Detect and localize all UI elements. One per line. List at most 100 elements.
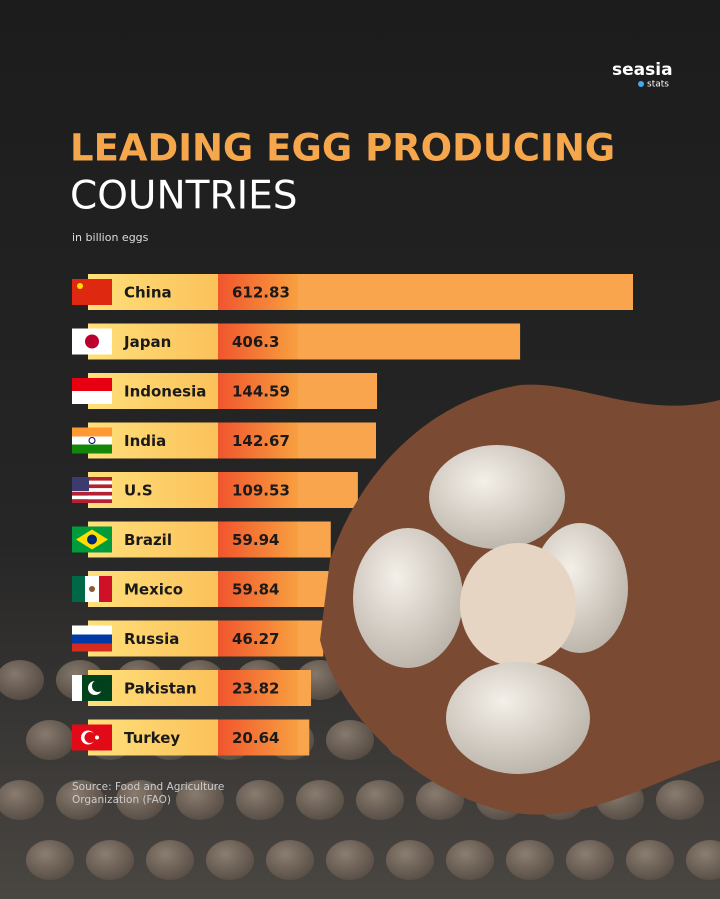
brand-name: seasia xyxy=(612,60,673,80)
flag xyxy=(72,675,112,701)
category-label: Turkey xyxy=(124,729,180,747)
flag xyxy=(72,279,112,305)
flag xyxy=(72,625,112,635)
bg-egg xyxy=(446,840,494,880)
value-box xyxy=(218,274,298,310)
flag xyxy=(89,586,95,592)
bg-egg xyxy=(386,840,434,880)
flag xyxy=(72,634,112,644)
flag xyxy=(72,480,112,485)
brand-dot xyxy=(638,81,644,87)
bars: 612.83 China 406.3 Japan 144.59 Indonesia 142.… xyxy=(72,274,633,756)
value-label: 23.82 xyxy=(232,680,279,698)
bar xyxy=(298,670,312,706)
value-label: 142.67 xyxy=(232,432,290,450)
value-box xyxy=(218,373,298,409)
value-label: 59.84 xyxy=(232,581,279,599)
bar xyxy=(298,323,521,360)
bar xyxy=(298,521,331,558)
bg-egg xyxy=(26,720,74,760)
value-box xyxy=(218,521,298,558)
flag xyxy=(72,625,112,652)
flag xyxy=(72,491,112,496)
value-box xyxy=(218,422,298,459)
bg-egg xyxy=(356,780,404,820)
value-label: 612.83 xyxy=(232,284,290,302)
category-label: Russia xyxy=(124,630,179,648)
bg-egg xyxy=(116,780,164,820)
flag xyxy=(72,576,112,602)
value-label: 406.3 xyxy=(232,333,279,351)
flag xyxy=(72,477,112,481)
bg-egg xyxy=(506,840,554,880)
bg-egg xyxy=(296,780,344,820)
flag xyxy=(72,724,112,751)
flag xyxy=(87,534,97,545)
bg-egg xyxy=(326,840,374,880)
category-label: China xyxy=(124,284,172,302)
source: Source: Food and Agriculture xyxy=(72,781,224,793)
flag xyxy=(72,484,112,489)
flag xyxy=(72,279,112,305)
flag xyxy=(72,427,112,454)
flag xyxy=(72,643,112,652)
category-label: Japan xyxy=(123,333,171,351)
value-box xyxy=(218,472,298,508)
bg-egg xyxy=(566,840,614,880)
value-box xyxy=(218,571,298,607)
value-label: 109.53 xyxy=(232,482,290,500)
value-box xyxy=(218,620,298,657)
flag xyxy=(72,477,89,491)
bar xyxy=(298,620,324,657)
category-label: Indonesia xyxy=(124,383,206,401)
flag xyxy=(72,328,112,355)
flag xyxy=(92,680,104,692)
chart-title-line2: COUNTRIES xyxy=(70,174,297,219)
flag xyxy=(72,675,82,701)
bg-egg xyxy=(176,780,224,820)
flag xyxy=(72,526,112,553)
value-label: 59.94 xyxy=(232,531,279,549)
value-box xyxy=(218,670,298,706)
bg-egg xyxy=(266,840,314,880)
bg-egg xyxy=(326,720,374,760)
value-label: 144.59 xyxy=(232,383,290,401)
brand-tag: stats xyxy=(647,80,669,90)
bg-egg xyxy=(236,780,284,820)
flag xyxy=(72,488,112,492)
bar xyxy=(298,274,633,310)
category-label: Mexico xyxy=(124,581,183,599)
flag xyxy=(72,378,112,404)
bg-egg xyxy=(626,840,674,880)
flag xyxy=(72,499,112,504)
chart-title: LEADING EGG PRODUCING xyxy=(70,127,615,170)
bar xyxy=(298,373,378,409)
value-label: 20.64 xyxy=(232,729,279,747)
category-label: Pakistan xyxy=(124,680,197,698)
value-box xyxy=(218,719,298,756)
bg-egg xyxy=(656,780,704,820)
category-label: Brazil xyxy=(124,531,172,549)
hands-with-eggs xyxy=(320,384,720,815)
value-label: 46.27 xyxy=(232,630,279,648)
bg-egg xyxy=(206,840,254,880)
flag xyxy=(84,732,96,743)
flag xyxy=(72,427,112,437)
flag xyxy=(72,477,112,504)
flag xyxy=(72,444,112,454)
flag xyxy=(72,576,85,602)
flag xyxy=(77,283,83,289)
flag xyxy=(88,437,96,444)
bg-egg xyxy=(0,780,44,820)
bar xyxy=(298,719,310,756)
value-box xyxy=(218,323,298,360)
category-label: U.S xyxy=(124,482,153,500)
bar xyxy=(298,472,358,508)
bg-egg xyxy=(686,840,720,880)
bg-egg xyxy=(146,840,194,880)
flag xyxy=(72,378,112,391)
flag xyxy=(95,735,99,740)
bg-egg xyxy=(26,840,74,880)
flag xyxy=(85,334,99,349)
